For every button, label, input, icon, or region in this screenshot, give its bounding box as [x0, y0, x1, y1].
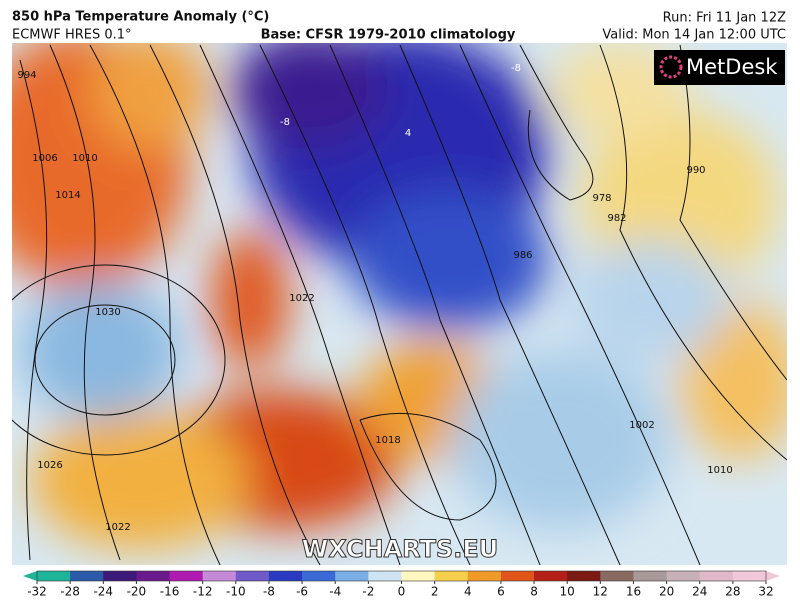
- colorbar-tick-label: 12: [593, 585, 608, 599]
- isobar-label: 1026: [37, 460, 62, 471]
- colorbar-segment: [103, 571, 137, 581]
- watermark: WXCHARTS.EU: [302, 535, 498, 563]
- isobar-label: 982: [607, 213, 626, 224]
- title: 850 hPa Temperature Anomaly (°C): [12, 10, 269, 25]
- valid: Valid: Mon 14 Jan 12:00 UTC: [602, 28, 786, 43]
- colorbar-tick-label: -24: [93, 585, 113, 599]
- colorbar-segment: [633, 571, 668, 581]
- colorbar-tick-label: 0: [398, 585, 406, 599]
- colorbar-segment: [202, 571, 237, 581]
- logo: MetDesk: [686, 55, 778, 79]
- isobar-label: 990: [686, 165, 705, 176]
- colorbar-tick-label: 8: [530, 585, 538, 599]
- colorbar-segment: [268, 571, 303, 581]
- isobar-label: -8: [280, 117, 290, 128]
- colorbar-segment: [368, 571, 402, 581]
- colorbar-segment: [434, 571, 469, 581]
- colorbar-segment: [666, 571, 701, 581]
- colorbar-segment: [467, 571, 502, 581]
- colorbar-tick-label: 28: [725, 585, 740, 599]
- colorbar-segment: [335, 571, 369, 581]
- colorbar-segment: [169, 571, 204, 581]
- colorbar-segment: [136, 571, 171, 581]
- isobar-label: 1010: [72, 153, 97, 164]
- colorbar-end: [23, 571, 37, 581]
- logo-icon: [659, 55, 683, 79]
- colorbar-segment: [302, 571, 336, 581]
- isobar-label: 1010: [707, 465, 732, 476]
- colorbar-segment: [401, 571, 436, 581]
- colorbar-tick-label: -20: [127, 585, 147, 599]
- isobar-label: 1022: [289, 293, 314, 304]
- colorbar-tick-label: 6: [497, 585, 505, 599]
- logo-box: [654, 50, 785, 85]
- isobar-label: 1022: [105, 522, 130, 533]
- model: ECMWF HRES 0.1°: [12, 28, 132, 43]
- colorbar-segment: [37, 571, 71, 581]
- colorbar-segment: [534, 571, 568, 581]
- isobar-label: 986: [513, 250, 532, 261]
- isobar-label: 1018: [375, 435, 400, 446]
- isobar-label: -8: [511, 63, 521, 74]
- colorbar-tick-label: 24: [692, 585, 707, 599]
- isobar-label: 1006: [32, 153, 57, 164]
- map: 994 1006 1010 1014 1030 1026 1022 1022 986 978 982…: [12, 43, 787, 565]
- colorbar-segment: [732, 571, 767, 581]
- isobar-label: 1030: [95, 307, 120, 318]
- colorbar-tick-label: -16: [160, 585, 180, 599]
- colorbar-tick-label: -8: [263, 585, 275, 599]
- base: Base: CFSR 1979-2010 climatology: [261, 28, 516, 43]
- colorbar-tick-label: 32: [758, 585, 773, 599]
- colorbar-tick-label: 20: [659, 585, 674, 599]
- colorbar-tick-label: -4: [329, 585, 341, 599]
- colorbar-tick-label: -10: [226, 585, 246, 599]
- isobar-label: 994: [17, 70, 36, 81]
- isobar-label: 978: [592, 193, 611, 204]
- isobar-label: 1002: [629, 420, 654, 431]
- colorbar-tick-label: 2: [431, 585, 439, 599]
- colorbar-tick-label: -6: [296, 585, 308, 599]
- colorbar-tick-label: 10: [560, 585, 575, 599]
- colorbar-tick-label: -12: [193, 585, 213, 599]
- colorbar-tick-label: -28: [60, 585, 80, 599]
- colorbar-tick-label: 4: [464, 585, 472, 599]
- isobar-label: 1014: [55, 190, 80, 201]
- colorbar-segment: [500, 571, 535, 581]
- colorbar-tick-label: -2: [362, 585, 374, 599]
- colorbar-segment: [699, 571, 734, 581]
- colorbar-segment: [235, 571, 270, 581]
- colorbar-segment: [567, 571, 601, 581]
- run: Run: Fri 11 Jan 12Z: [663, 11, 786, 26]
- colorbar-end: [766, 571, 780, 581]
- colorbar-tick-label: 16: [626, 585, 641, 599]
- isobar-label: 4: [405, 128, 411, 139]
- colorbar-segment: [600, 571, 634, 581]
- colorbar-segment: [70, 571, 104, 581]
- colorbar-tick-label: -32: [27, 585, 47, 599]
